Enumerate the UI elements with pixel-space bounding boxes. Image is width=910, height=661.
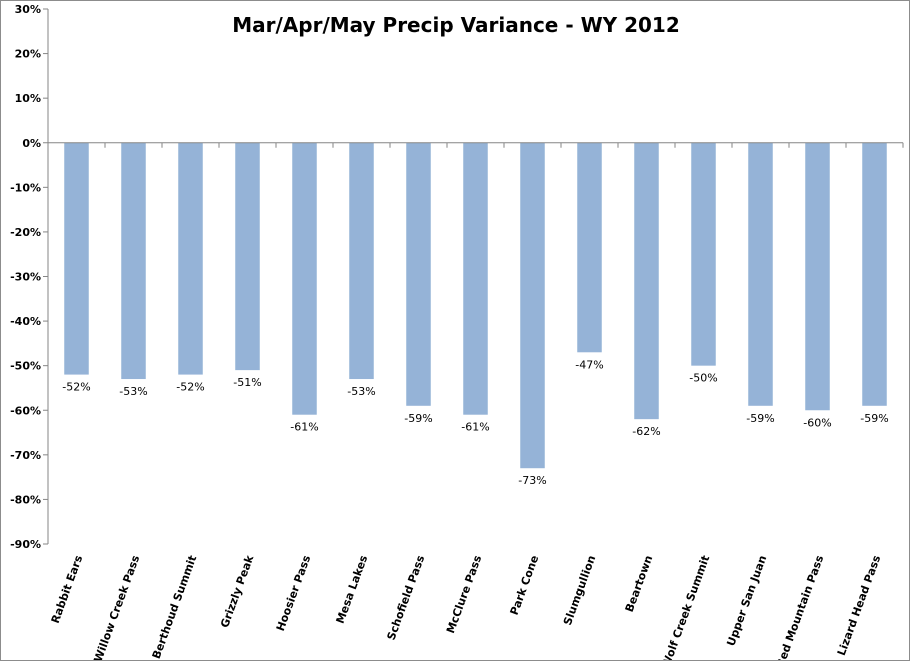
bar (805, 142, 830, 411)
y-tick-label: 30% (15, 3, 41, 16)
data-label: -61% (290, 421, 318, 434)
category-label: Lizard Head Pass (835, 553, 884, 657)
y-tick-label: -60% (10, 404, 41, 417)
data-label: -59% (404, 412, 432, 425)
y-axis: 30% 20% 10% 0% -10% -20% -30% -40% -50% -60% -70% -… (10, 3, 49, 551)
category-label: Rabbit Ears (49, 553, 86, 625)
bar (691, 142, 716, 366)
category-label: Berthoud Summit (150, 554, 200, 660)
data-label: -61% (461, 421, 489, 434)
y-tick-label: -50% (10, 360, 41, 373)
bar (349, 142, 374, 380)
bar (406, 142, 431, 406)
bar (235, 142, 260, 371)
data-label: -47% (575, 358, 603, 371)
bar (748, 142, 773, 406)
category-label: Beartown (623, 554, 656, 614)
y-tick-label: -70% (10, 449, 41, 462)
category-label: Upper San Juan (724, 554, 769, 648)
category-label: Willow Creek Pass (92, 553, 143, 660)
data-label: -52% (62, 381, 90, 394)
y-tick-label: 0% (22, 137, 41, 150)
y-tick-label: 20% (15, 48, 41, 61)
bar (121, 142, 146, 380)
data-label: -73% (518, 474, 546, 487)
category-label: Park Cone (508, 554, 542, 617)
y-tick-label: 10% (15, 92, 41, 105)
data-labels: -52% -53% -52% -51% -61% -53% -59% -61% -73% -47%… (62, 358, 888, 487)
y-tick-label: -90% (10, 538, 41, 551)
bar (178, 142, 203, 375)
data-label: -59% (860, 412, 888, 425)
category-label: Slumgullion (561, 554, 598, 627)
category-label: Hoosier Pass (274, 553, 314, 633)
category-label: McClure Pass (444, 553, 484, 635)
category-label: Grizzly Peak (218, 553, 256, 630)
y-tick-label: -10% (10, 181, 41, 194)
category-label: Wolf Creek Summit (659, 554, 712, 660)
bar (64, 142, 89, 375)
category-labels: Rabbit Ears Willow Creek Pass Berthoud Sum… (49, 553, 884, 660)
bar (292, 142, 317, 415)
data-label: -53% (347, 385, 375, 398)
data-label: -62% (632, 425, 660, 438)
data-label: -51% (233, 376, 261, 389)
bar (463, 142, 488, 415)
category-label: Schofield Pass (385, 553, 428, 642)
bar (634, 142, 659, 420)
data-label: -53% (119, 385, 147, 398)
y-tick-label: -40% (10, 315, 41, 328)
zero-line (47, 142, 904, 148)
bar (520, 142, 545, 469)
category-label: Red Mountain Pass (774, 553, 827, 660)
y-tick-label: -20% (10, 226, 41, 239)
chart-title: Mar/Apr/May Precip Variance - WY 2012 (232, 13, 680, 37)
category-label: Mesa Lakes (334, 553, 371, 625)
y-tick-label: -30% (10, 271, 41, 284)
data-label: -52% (176, 381, 204, 394)
bar (862, 142, 887, 406)
bar (577, 142, 602, 353)
bars (64, 142, 887, 469)
y-tick-label: -80% (10, 493, 41, 506)
data-label: -50% (689, 372, 717, 385)
data-label: -59% (746, 412, 774, 425)
data-label: -60% (803, 416, 831, 429)
